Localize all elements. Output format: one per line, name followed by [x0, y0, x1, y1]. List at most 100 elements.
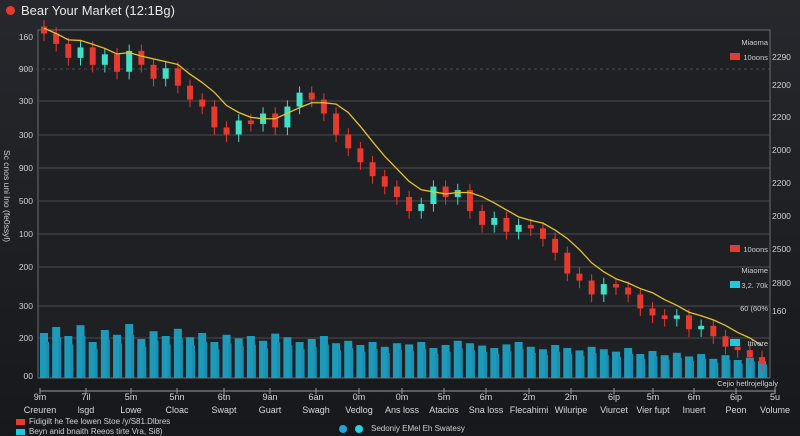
candle-down	[722, 336, 729, 347]
candle-down	[649, 308, 656, 316]
volume-bar	[581, 355, 585, 378]
candle-down	[406, 197, 413, 211]
x-tick-label: 2m	[565, 392, 578, 402]
volume-bar	[605, 354, 609, 378]
y-tick-label: 900	[19, 64, 33, 74]
candle-down	[357, 148, 364, 163]
legend-swatch	[730, 53, 740, 60]
y-tick-label: 160	[19, 32, 33, 42]
volume-bar	[678, 357, 682, 378]
x-tick-label: 6tn	[218, 392, 231, 402]
volume-bar	[715, 362, 719, 378]
volume-bar	[508, 351, 512, 378]
volume-bar	[88, 342, 97, 378]
candle-down	[466, 190, 473, 211]
volume-bar	[490, 348, 499, 378]
volume-bar	[557, 351, 561, 378]
volume-bar	[52, 327, 61, 378]
candle-down	[710, 325, 717, 337]
volume-bar	[551, 345, 560, 378]
candle-down	[759, 357, 765, 365]
y-tick-label: 300	[19, 301, 33, 311]
right-legend-label: 10oons	[743, 53, 768, 62]
volume-bar	[325, 344, 329, 378]
candle-down	[138, 50, 145, 65]
volume-bar	[76, 325, 85, 378]
right-legend-label: Itivore	[748, 339, 768, 348]
candle-down	[661, 315, 668, 319]
volume-bar	[526, 346, 535, 378]
x-category-label: Guart	[259, 405, 282, 415]
x-tick-label: 6an	[308, 392, 323, 402]
x-category-label: Lowe	[120, 405, 142, 415]
x-category-label: Peon	[725, 405, 746, 415]
right-tick-label: 2290	[772, 52, 791, 62]
volume-bar	[538, 349, 547, 378]
candle-up	[454, 190, 461, 198]
bottom-legend-item-1: Beyn anid bnaith Reeos tirte Vra, Si8)	[16, 427, 163, 436]
volume-bar	[392, 343, 401, 378]
volume-bar	[709, 358, 718, 378]
volume-bar	[630, 354, 634, 378]
volume-bar	[192, 345, 196, 378]
volume-bar	[167, 344, 171, 378]
volume-bar	[277, 342, 281, 378]
volume-bar	[563, 348, 572, 378]
volume-bar	[739, 363, 743, 378]
candle-down	[89, 47, 96, 65]
volume-bar	[338, 350, 342, 378]
y-axis-label: Sc cnos uni lno (fe0ssyl)	[2, 150, 12, 242]
x-category-label: Cloac	[165, 405, 189, 415]
y-tick-label: 300	[19, 96, 33, 106]
y-tick-label: 300	[19, 130, 33, 140]
candle-up	[162, 68, 169, 79]
volume-bar	[100, 330, 109, 378]
legend-text: Fidigilt he Tee lowen Stoe /y/S81.Dlbres	[29, 417, 171, 426]
y-tick-label: 00	[24, 371, 34, 381]
x-tick-label: 6ip	[730, 392, 742, 402]
x-category-label: lsgd	[78, 405, 95, 415]
candle-up	[284, 106, 291, 128]
x-category-label: Swapt	[211, 405, 237, 415]
candle-down	[612, 284, 619, 288]
candle-down	[685, 315, 692, 330]
volume-bar	[465, 343, 474, 378]
candle-down	[308, 92, 315, 100]
legend-swatch	[730, 339, 740, 346]
volume-bar	[690, 360, 694, 378]
right-legend-label: 10oons	[743, 245, 768, 254]
candle-up	[126, 50, 133, 72]
volume-bar	[599, 349, 608, 378]
right-tick-label: 2200	[772, 80, 791, 90]
x-tick-label: 5u	[770, 392, 780, 402]
volume-bar	[617, 356, 621, 378]
volume-bar	[234, 338, 243, 378]
plot-frame	[37, 29, 771, 379]
candle-down	[442, 186, 449, 198]
candle-down	[637, 294, 644, 309]
candle-down	[539, 228, 546, 239]
candle-down	[320, 99, 327, 114]
bottom-legend-item-0: Fidigilt he Tee lowen Stoe /y/S81.Dlbres	[16, 417, 170, 426]
volume-bar	[745, 357, 754, 378]
x-tick-label: 0m	[396, 392, 409, 402]
candle-down	[223, 127, 230, 135]
x-category-label: Swagh	[302, 405, 330, 415]
volume-bar	[240, 346, 244, 378]
volume-bar	[113, 334, 122, 378]
candle-down	[272, 113, 279, 128]
right-legend-label: Miaome	[741, 266, 768, 275]
volume-bar	[532, 353, 536, 378]
candle-up	[77, 47, 84, 58]
volume-bar	[131, 334, 135, 378]
volume-bar	[764, 364, 767, 378]
volume-bar	[447, 351, 451, 378]
volume-bar	[368, 342, 377, 378]
volume-bar	[259, 340, 268, 378]
volume-bar	[684, 356, 693, 378]
volume-bar	[319, 336, 328, 378]
candle-down	[53, 33, 60, 44]
volume-bar	[198, 333, 207, 378]
candle-down	[65, 43, 72, 58]
volume-bar	[593, 353, 597, 378]
